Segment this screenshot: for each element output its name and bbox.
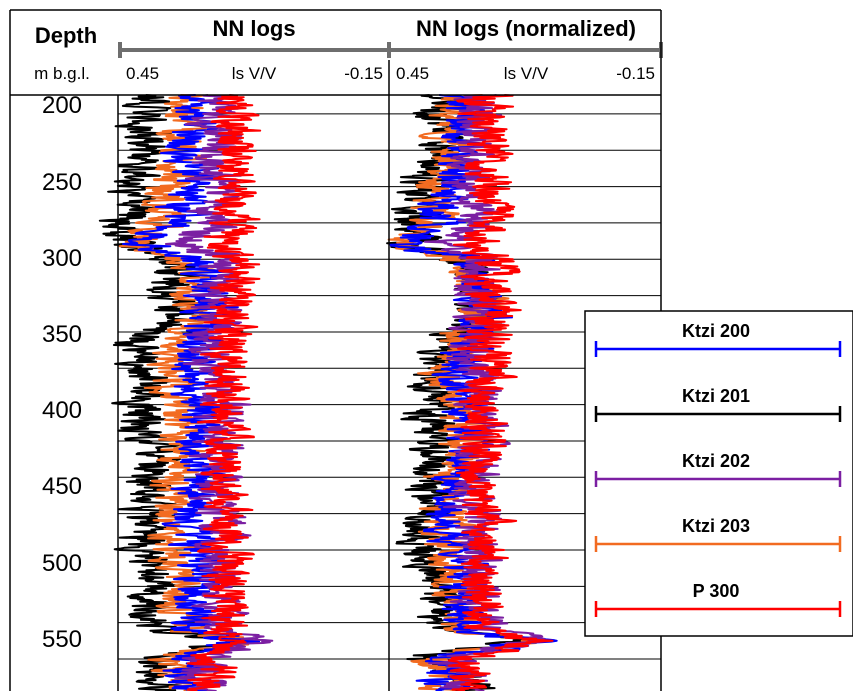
depth-tick: 300	[42, 245, 82, 272]
legend-label: Ktzi 202	[682, 451, 750, 471]
depth-tick: 200	[42, 92, 82, 119]
legend-entry: Ktzi 203	[594, 516, 842, 552]
legend-entry: P 300	[594, 581, 842, 617]
track-1-unit: ls V/V	[232, 64, 277, 83]
legend-entry: Ktzi 200	[594, 321, 842, 357]
legend-label: Ktzi 203	[682, 516, 750, 536]
legend-swatch	[594, 341, 842, 357]
frame	[9, 9, 662, 691]
log-curve-ktzi-203-raw	[118, 94, 250, 691]
log-curves	[98, 94, 558, 691]
legend-label: P 300	[693, 581, 740, 601]
legend-entry: Ktzi 202	[594, 451, 842, 487]
legend-label: Ktzi 200	[682, 321, 750, 341]
depth-tick-labels: 200 250 300 350 400 450 500 550	[42, 92, 82, 653]
track-2-unit: ls V/V	[504, 64, 549, 83]
legend-box	[584, 310, 853, 637]
depth-unit: m b.g.l.	[34, 64, 90, 83]
depth-tick: 500	[42, 550, 82, 577]
track-2-scale-right: -0.15	[616, 64, 655, 83]
track-2-title: NN logs (normalized)	[416, 16, 636, 41]
legend: Ktzi 200 Ktzi 201 Ktzi 202 Ktzi 203 P 300	[584, 310, 853, 637]
depth-tick: 550	[42, 626, 82, 653]
legend-swatch	[594, 601, 842, 617]
track-1-scale-right: -0.15	[344, 64, 383, 83]
depth-header: Depth	[35, 23, 97, 48]
header-row: Depth m b.g.l. NN logs 0.45 ls V/V -0.15…	[34, 16, 663, 83]
depth-tick: 350	[42, 321, 82, 348]
track-1-title: NN logs	[212, 16, 295, 41]
legend-swatch	[594, 471, 842, 487]
legend-swatch	[594, 406, 842, 422]
depth-tick: 450	[42, 473, 82, 500]
legend-entry: Ktzi 201	[594, 386, 842, 422]
track-1-scale-left: 0.45	[126, 64, 159, 83]
legend-label: Ktzi 201	[682, 386, 750, 406]
legend-swatch	[594, 536, 842, 552]
log-curve-ktzi-201-raw	[98, 94, 238, 691]
depth-tick: 250	[42, 169, 82, 196]
track-2-scale-left: 0.45	[396, 64, 429, 83]
depth-tick: 400	[42, 397, 82, 424]
track-2-scale-bar	[389, 42, 663, 58]
track-1-scale-bar	[118, 42, 391, 58]
log-curve-ktzi-200-raw	[122, 94, 261, 691]
log-curve-p-300-raw	[186, 94, 262, 691]
log-curve-p-300-normalized	[447, 94, 554, 691]
